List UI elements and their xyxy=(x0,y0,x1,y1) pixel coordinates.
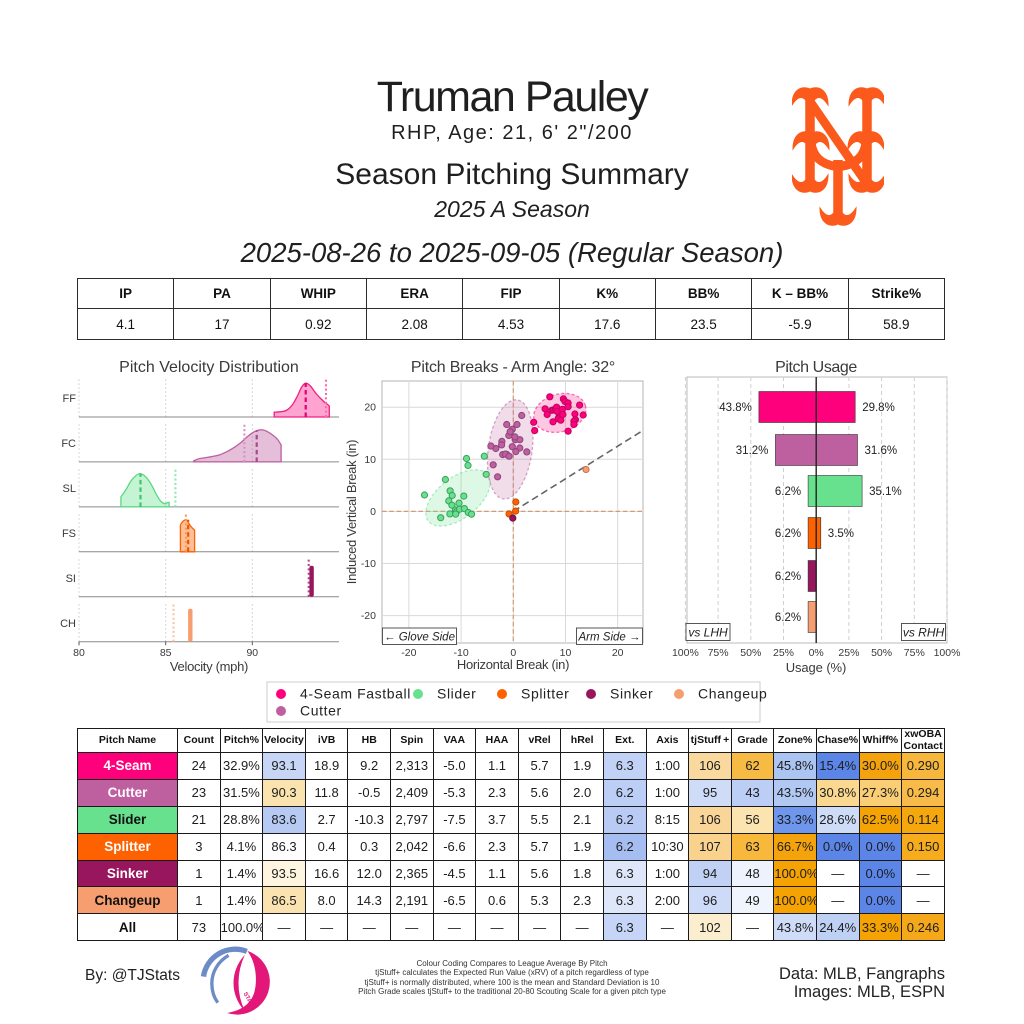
svg-text:25%: 25% xyxy=(838,647,859,659)
svg-text:6.2%: 6.2% xyxy=(775,612,801,624)
svg-text:Horizontal Break (in): Horizontal Break (in) xyxy=(457,657,569,672)
svg-text:0%: 0% xyxy=(809,647,824,659)
svg-text:100%: 100% xyxy=(672,647,699,659)
svg-text:75%: 75% xyxy=(708,647,729,659)
svg-text:FF: FF xyxy=(63,393,77,405)
svg-text:6.2%: 6.2% xyxy=(775,528,801,540)
svg-text:4-Seam Fastball: 4-Seam Fastball xyxy=(300,686,411,702)
svg-text:50%: 50% xyxy=(871,647,892,659)
svg-text:75%: 75% xyxy=(904,647,925,659)
svg-text:SL: SL xyxy=(63,483,76,495)
svg-text:0: 0 xyxy=(370,506,376,518)
svg-text:Cutter: Cutter xyxy=(300,703,342,719)
svg-text:0: 0 xyxy=(510,647,516,659)
svg-text:Induced Vertical Break (in): Induced Vertical Break (in) xyxy=(344,440,359,584)
svg-text:6.2%: 6.2% xyxy=(775,571,801,583)
svg-text:31.2%: 31.2% xyxy=(736,445,769,457)
svg-text:20: 20 xyxy=(364,402,376,414)
svg-text:Velocity (mph): Velocity (mph) xyxy=(170,659,248,674)
svg-text:← Glove Side: ← Glove Side xyxy=(384,632,455,644)
svg-text:-10: -10 xyxy=(361,558,376,570)
svg-text:3.5%: 3.5% xyxy=(828,528,854,540)
svg-text:Slider: Slider xyxy=(437,686,476,702)
svg-text:FS: FS xyxy=(62,528,76,540)
svg-text:100%: 100% xyxy=(934,647,961,659)
svg-text:80: 80 xyxy=(73,647,85,659)
svg-text:90: 90 xyxy=(246,647,258,659)
svg-text:Pitch Usage: Pitch Usage xyxy=(775,359,857,376)
svg-text:25%: 25% xyxy=(773,647,794,659)
svg-text:6.2%: 6.2% xyxy=(775,486,801,498)
svg-text:29.8%: 29.8% xyxy=(862,402,895,414)
svg-text:-20: -20 xyxy=(361,610,376,622)
svg-text:10: 10 xyxy=(560,647,572,659)
svg-text:10: 10 xyxy=(364,454,376,466)
svg-text:43.8%: 43.8% xyxy=(719,402,752,414)
svg-text:50%: 50% xyxy=(740,647,761,659)
svg-text:31.6%: 31.6% xyxy=(865,445,898,457)
svg-text:Arm Side →: Arm Side → xyxy=(578,632,641,644)
svg-text:Usage (%): Usage (%) xyxy=(786,660,847,675)
svg-text:20: 20 xyxy=(612,647,624,659)
svg-text:vs RHH: vs RHH xyxy=(903,626,945,640)
svg-text:Changeup: Changeup xyxy=(698,686,767,702)
svg-text:CH: CH xyxy=(60,618,76,630)
svg-text:Pitch Velocity Distribution: Pitch Velocity Distribution xyxy=(119,359,299,376)
svg-text:-20: -20 xyxy=(401,647,416,659)
svg-text:Sinker: Sinker xyxy=(610,686,653,702)
svg-text:SI: SI xyxy=(66,573,76,585)
svg-text:-10: -10 xyxy=(454,647,469,659)
svg-text:Pitch Breaks - Arm Angle: 32°: Pitch Breaks - Arm Angle: 32° xyxy=(411,359,615,376)
svg-text:85: 85 xyxy=(160,647,172,659)
svg-text:35.1%: 35.1% xyxy=(869,486,902,498)
svg-text:FC: FC xyxy=(61,438,76,450)
svg-text:Splitter: Splitter xyxy=(521,686,569,702)
svg-text:vs LHH: vs LHH xyxy=(688,626,728,640)
